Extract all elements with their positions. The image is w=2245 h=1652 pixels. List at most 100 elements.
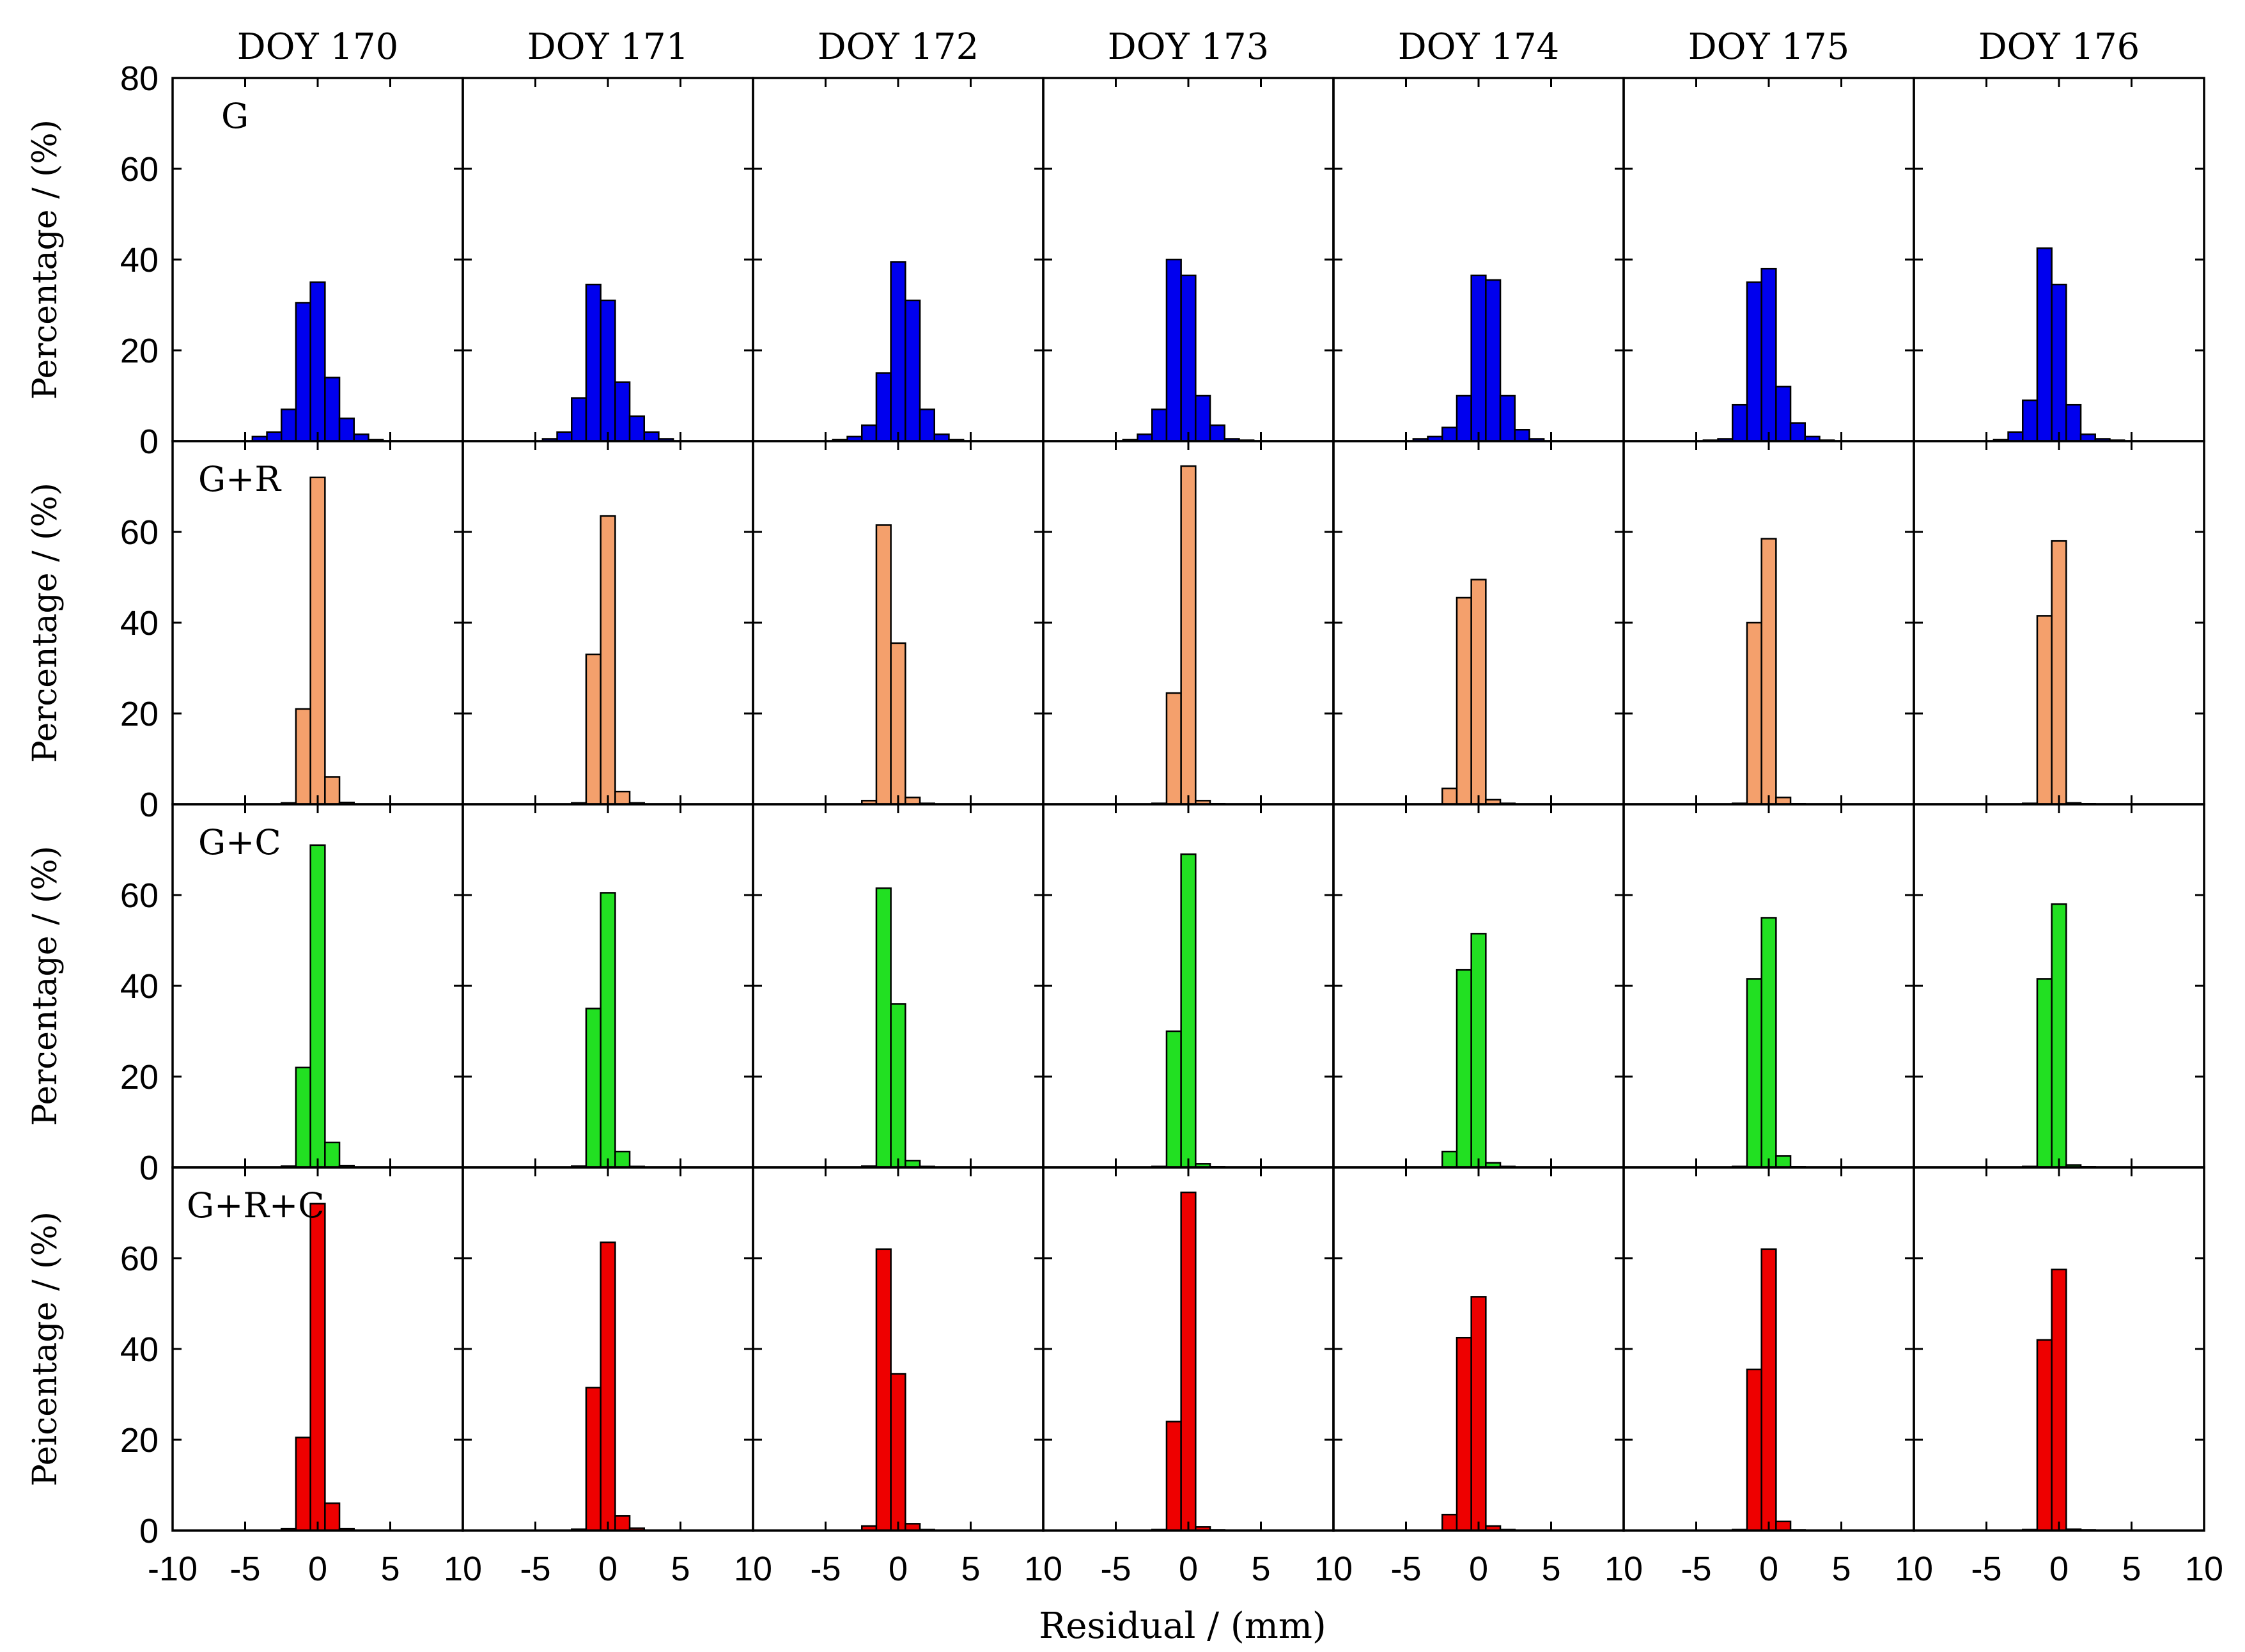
y-axis-label-g: Percentage / (%): [26, 120, 65, 400]
x-tick-label-doy-171--5: -5: [520, 1550, 550, 1588]
bar-g-doy-172-bin--1: [875, 372, 892, 442]
bar-g-doy-173-bin-2: [1209, 424, 1226, 442]
bar-g-doy-170-bin-0: [309, 281, 326, 442]
x-tick-label-doy-175-5: 5: [1831, 1550, 1851, 1588]
y-tick-label-g-40: 40: [120, 241, 159, 279]
x-tick-label-doy-170-5: 5: [380, 1550, 400, 1588]
bar-g-doy-174-bin-3: [1514, 429, 1530, 442]
bar-g-doy-174-bin-0: [1470, 274, 1487, 442]
column-title-doy-175: DOY 175: [1688, 26, 1849, 68]
text-layer: Residual / (mm) DOY 170 DOY 171 DOY 172 DOY…: [26, 26, 2223, 1647]
x-tick-label-doy-176-5: 5: [2122, 1550, 2141, 1588]
bar-g-r-c-doy-171-bin-0: [600, 1241, 616, 1532]
bar-g-c-doy-175-bin--1: [1746, 978, 1762, 1169]
bar-g-r-doy-174-bin--1: [1456, 596, 1472, 806]
bar-g-r-c-doy-170-bin-1: [324, 1502, 341, 1532]
y-tick-label-g-60: 60: [120, 150, 159, 189]
x-tick-label-doy-172--10: 10: [734, 1550, 772, 1588]
bar-g-r-c-doy-170-bin--1: [295, 1437, 311, 1532]
bar-g-doy-173-bin--2: [1151, 409, 1168, 442]
bar-g-r-c-doy-176-bin--1: [2036, 1339, 2053, 1532]
bar-g-doy-175-bin--1: [1746, 281, 1762, 442]
bar-g-doy-174-bin--1: [1456, 394, 1472, 442]
bar-g-r-c-doy-174-bin--1: [1456, 1337, 1472, 1532]
bar-g-doy-174-bin-1: [1485, 279, 1502, 442]
bar-g-doy-171-bin-2: [628, 415, 645, 442]
bar-g-doy-172-bin--2: [861, 424, 878, 442]
bar-g-doy-172-bin-0: [890, 261, 906, 442]
bar-g-r-doy-171-bin--1: [585, 653, 602, 806]
bar-g-c-doy-176-bin--1: [2036, 978, 2053, 1169]
bar-g-c-doy-172-bin--1: [875, 887, 892, 1169]
bar-g-r-c-doy-173-bin--1: [1165, 1421, 1182, 1532]
column-title-doy-173: DOY 173: [1108, 26, 1269, 68]
bar-g-r-c-doy-170-bin-0: [309, 1203, 326, 1532]
row-label-g-r-c: G+R+C: [187, 1185, 325, 1226]
x-tick-label-doy-175--10: 10: [1604, 1550, 1643, 1588]
bar-g-doy-175-bin-1: [1775, 386, 1792, 442]
x-tick-label-doy-172-5: 5: [961, 1550, 980, 1588]
bar-g-doy-176-bin-0: [2051, 283, 2067, 442]
bar-g-r-c-doy-171-bin-1: [614, 1515, 631, 1532]
bar-g-c-doy-172-bin-0: [890, 1003, 906, 1169]
bar-g-doy-170-bin--2: [281, 409, 297, 442]
row-label-g-r: G+R: [198, 459, 281, 499]
bar-g-r-doy-171-bin-0: [600, 515, 616, 806]
column-title-doy-174: DOY 174: [1398, 26, 1559, 68]
bar-g-doy-176-bin-1: [2065, 403, 2082, 442]
bar-g-doy-170-bin--1: [295, 302, 311, 442]
x-tick-label-doy-170--10: -10: [148, 1550, 198, 1588]
bar-g-doy-171-bin-0: [600, 299, 616, 442]
bar-g-r-c-doy-176-bin-0: [2051, 1268, 2067, 1532]
bar-g-doy-172-bin-1: [905, 299, 921, 442]
column-title-doy-176: DOY 176: [1978, 26, 2140, 68]
bar-g-r-doy-172-bin-0: [890, 642, 906, 806]
y-tick-label-g-0: 0: [139, 423, 159, 461]
bar-g-r-c-doy-175-bin-1: [1775, 1520, 1792, 1532]
x-tick-label-doy-175--5: -5: [1681, 1550, 1711, 1588]
bar-g-doy-170-bin--3: [266, 431, 283, 442]
bar-g-r-c-doy-175-bin--1: [1746, 1368, 1762, 1532]
y-tick-label-g-r-c-40: 40: [120, 1330, 159, 1369]
bar-g-r-doy-170-bin-1: [324, 776, 341, 806]
bar-g-c-doy-176-bin-0: [2051, 903, 2067, 1169]
bar-g-c-doy-171-bin-1: [614, 1150, 631, 1169]
y-axis-label-g-r: Percentage / (%): [26, 483, 65, 763]
bar-g-c-doy-174-bin-0: [1470, 933, 1487, 1169]
bar-g-c-doy-175-bin-1: [1775, 1155, 1792, 1169]
ticks-layer: [173, 77, 2204, 1532]
y-tick-label-g-c-40: 40: [120, 967, 159, 1006]
bar-g-r-doy-175-bin-0: [1760, 538, 1777, 806]
bar-g-c-doy-170-bin-0: [309, 844, 326, 1169]
bar-g-c-doy-173-bin--1: [1165, 1030, 1182, 1169]
x-tick-label-doy-175-0: 0: [1759, 1550, 1778, 1588]
bar-g-c-doy-174-bin--1: [1456, 969, 1472, 1169]
bar-g-doy-176-bin--1: [2036, 247, 2053, 442]
bar-g-doy-170-bin-1: [324, 377, 341, 442]
bar-g-doy-175-bin-0: [1760, 267, 1777, 442]
bar-g-r-doy-173-bin--1: [1165, 692, 1182, 806]
x-tick-label-doy-172--5: -5: [810, 1550, 841, 1588]
bar-g-r-c-doy-174-bin--2: [1441, 1513, 1458, 1532]
x-tick-label-doy-173-5: 5: [1251, 1550, 1270, 1588]
x-tick-label-doy-176-10: 10: [2185, 1550, 2223, 1588]
x-tick-label-doy-171-5: 5: [671, 1550, 690, 1588]
bar-g-r-c-doy-171-bin--1: [585, 1387, 602, 1532]
bar-g-r-doy-174-bin-0: [1470, 579, 1487, 806]
x-tick-label-doy-174-0: 0: [1469, 1550, 1488, 1588]
bar-g-r-c-doy-175-bin-0: [1760, 1248, 1777, 1532]
bars-layer: [251, 247, 2125, 1532]
bar-g-r-doy-172-bin--1: [875, 524, 892, 806]
bar-g-r-c-doy-172-bin--1: [875, 1248, 892, 1532]
y-axis-label-g-c: Percentage / (%): [26, 846, 65, 1126]
bar-g-doy-171-bin--2: [571, 397, 587, 442]
bar-g-r-doy-173-bin-0: [1180, 465, 1197, 806]
x-tick-label-doy-174--10: 10: [1314, 1550, 1353, 1588]
row-label-g-c: G+C: [198, 822, 281, 862]
y-tick-label-g-r-40: 40: [120, 604, 159, 643]
bar-g-r-doy-170-bin-0: [309, 476, 326, 806]
bar-g-doy-175-bin-2: [1789, 422, 1806, 442]
bar-g-doy-174-bin-2: [1499, 394, 1516, 442]
bar-g-r-c-doy-174-bin-0: [1470, 1296, 1487, 1532]
